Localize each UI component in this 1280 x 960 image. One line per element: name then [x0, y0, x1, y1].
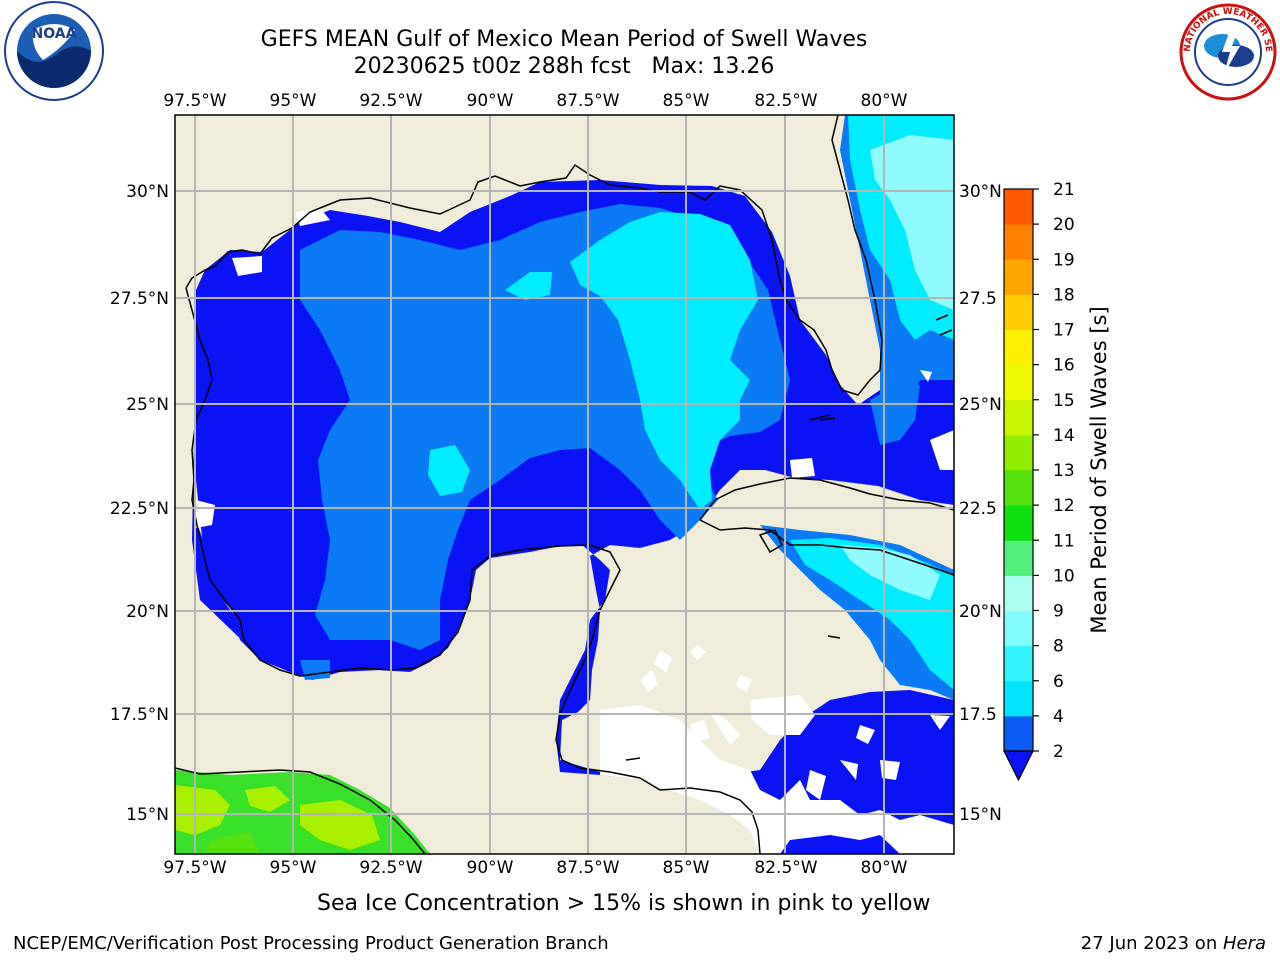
colorbar-tick-label: 11: [1053, 531, 1075, 551]
footer-date: 27 Jun 2023 on Hera: [1081, 933, 1266, 954]
noaa-logo: NOAA: [4, 1, 104, 101]
lon-label-top: 92.5°W: [359, 91, 422, 111]
lon-label-bottom: 95°W: [270, 858, 317, 878]
lon-labels-bottom: 97.5°W 95°W 92.5°W 90°W 87.5°W 85°W 82.5…: [163, 858, 907, 878]
colorbar-segment: [1004, 434, 1033, 471]
colorbar-tick-label: 20: [1053, 215, 1075, 235]
lat-label-left: 25°N: [126, 395, 169, 415]
chart-subtitle: 20230625 t00z 288h fcst Max: 13.26: [353, 54, 775, 79]
atlantic-water-8-9s: [870, 135, 954, 310]
lon-label-bottom: 97.5°W: [163, 858, 226, 878]
lat-label-right: 22.5: [959, 499, 997, 519]
lat-label-right: 15°N: [959, 805, 1002, 825]
colorbar-tick-label: 19: [1053, 250, 1075, 270]
lat-labels-left: 30°N 27.5°N 25°N 22.5°N 20°N 17.5°N 15°N: [110, 182, 169, 825]
colorbar-segment: [1004, 399, 1033, 436]
gulf-water-6-8s: [570, 212, 758, 510]
colorbar-segment: [1004, 575, 1033, 611]
footer-machine: Hera: [1222, 933, 1266, 954]
colorbar-segment: [1004, 470, 1033, 506]
colorbar-segment: [1004, 645, 1033, 682]
chart-title: GEFS MEAN Gulf of Mexico Mean Period of …: [260, 27, 868, 52]
lon-label-top: 82.5°W: [754, 91, 817, 111]
lon-label-bottom: 90°W: [467, 858, 514, 878]
lat-label-left: 27.5°N: [110, 289, 169, 309]
lon-label-top: 90°W: [467, 91, 514, 111]
lon-label-top: 85°W: [663, 91, 710, 111]
colorbar-tick-label: 16: [1053, 356, 1075, 376]
colorbar-segment: [1004, 294, 1033, 330]
colorbar-segment: [1004, 505, 1033, 541]
lat-label-left: 20°N: [126, 602, 169, 622]
lon-label-top: 80°W: [861, 91, 908, 111]
map-content: [175, 115, 954, 854]
lat-label-right: 17.5: [959, 705, 997, 725]
footer-date-text: 27 Jun 2023 on: [1080, 933, 1223, 954]
colorbar: [1003, 188, 1034, 782]
colorbar-segment: [1004, 189, 1033, 225]
colorbar-tick-label: 17: [1053, 321, 1075, 341]
lon-label-bottom: 82.5°W: [754, 858, 817, 878]
colorbar-tick-label: 10: [1053, 566, 1075, 586]
colorbar-segment: [1004, 259, 1033, 295]
lat-label-left: 22.5°N: [110, 499, 169, 519]
lat-label-right: 20°N: [959, 602, 1002, 622]
colorbar-segment: [1004, 715, 1033, 752]
lat-label-right: 30°N: [959, 182, 1002, 202]
lat-label-right: 25°N: [959, 395, 1002, 415]
lon-label-bottom: 92.5°W: [359, 858, 422, 878]
lon-label-top: 87.5°W: [556, 91, 619, 111]
colorbar-tick-label: 9: [1053, 602, 1064, 622]
lon-label-bottom: 87.5°W: [556, 858, 619, 878]
lon-labels-top: 97.5°W 95°W 92.5°W 90°W 87.5°W 85°W 82.5…: [163, 91, 907, 111]
svg-text:NOAA: NOAA: [32, 26, 77, 42]
colorbar-tick-label: 4: [1053, 707, 1064, 727]
lat-labels-right: 30°N 27.5 25°N 22.5 20°N 17.5 15°N: [959, 182, 1002, 825]
colorbar-segment: [1004, 329, 1033, 366]
colorbar-tick-label: 12: [1053, 496, 1075, 516]
lat-label-right: 27.5: [959, 289, 997, 309]
lat-label-left: 15°N: [126, 805, 169, 825]
colorbar-segment: [1004, 540, 1033, 576]
colorbar-tick-label: 18: [1053, 285, 1075, 305]
colorbar-label: Mean Period of Swell Waves [s]: [1087, 306, 1111, 633]
colorbar-tick-label: 15: [1053, 391, 1075, 411]
no-data-areas: [600, 705, 954, 854]
lat-label-left: 30°N: [126, 182, 169, 202]
colorbar-tick-label: 14: [1053, 426, 1075, 446]
colorbar-tick-label: 21: [1053, 180, 1075, 200]
lat-label-left: 17.5°N: [110, 705, 169, 725]
colorbar-segment: [1004, 680, 1033, 717]
colorbar-segment: [1004, 364, 1033, 401]
lon-label-bottom: 80°W: [861, 858, 908, 878]
colorbar-tick-label: 6: [1053, 672, 1064, 692]
colorbar-extend-triangle: [1003, 750, 1034, 782]
colorbar-tick-label: 13: [1053, 461, 1075, 481]
footer-branch: NCEP/EMC/Verification Post Processing Pr…: [13, 933, 609, 954]
colorbar-ticks: 2 4 6 8 9 10 11 12 13 14 15 16 17 18 19 20 21: [1033, 180, 1075, 762]
gridlines: [175, 115, 954, 854]
lon-label-top: 97.5°W: [163, 91, 226, 111]
colorbar-tick-label: 2: [1053, 742, 1064, 762]
map-frame: [174, 114, 955, 855]
lon-label-top: 95°W: [270, 91, 317, 111]
colorbar-tick-label: 8: [1053, 637, 1064, 657]
colorbar-segment: [1004, 610, 1033, 647]
colorbar-segment: [1004, 224, 1033, 260]
sea-ice-caption: Sea Ice Concentration > 15% is shown in …: [317, 891, 931, 916]
lon-label-bottom: 85°W: [663, 858, 710, 878]
nws-logo: NATIONAL WEATHER SERVICE: [1178, 2, 1277, 101]
